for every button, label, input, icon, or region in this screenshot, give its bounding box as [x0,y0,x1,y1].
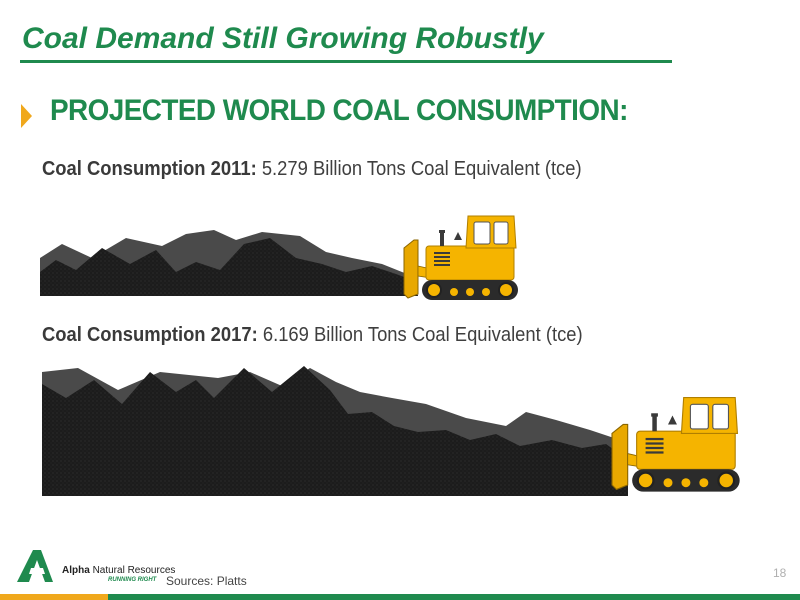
consumption-2011-label: Coal Consumption 2011: 5.279 Billion Ton… [42,158,582,181]
company-name-rest: Natural Resources [92,565,176,576]
page-number: 18 [773,566,787,580]
section-heading: PROJECTED WORLD COAL CONSUMPTION: [50,94,628,127]
coal-pile-2017 [42,366,628,496]
coal-pile-2011 [40,230,418,296]
bulldozer-icon [403,215,519,301]
company-name: Alpha Natural Resources [62,565,175,576]
footer-bar-green [108,594,800,600]
title-rule [20,60,672,63]
consumption-2011-value: 5.279 Billion Tons Coal Equivalent (tce) [261,158,582,180]
company-tagline: RUNNING RIGHT [108,577,157,583]
slide-title: Coal Demand Still Growing Robustly [22,22,544,55]
section-arrow-icon [21,104,32,128]
alpha-logo-icon [17,550,53,582]
consumption-2017-label: Coal Consumption 2017: 6.169 Billion Ton… [42,324,583,347]
sources-note: Sources: Platts [166,574,247,588]
bulldozer-icon [610,396,741,493]
consumption-2011-title: Coal Consumption 2011: [42,158,257,180]
consumption-2017-value: 6.169 Billion Tons Coal Equivalent (tce) [262,324,583,346]
consumption-2017-title: Coal Consumption 2017: [42,324,258,346]
company-name-bold: Alpha [62,565,90,576]
footer-bar-orange [0,594,108,600]
